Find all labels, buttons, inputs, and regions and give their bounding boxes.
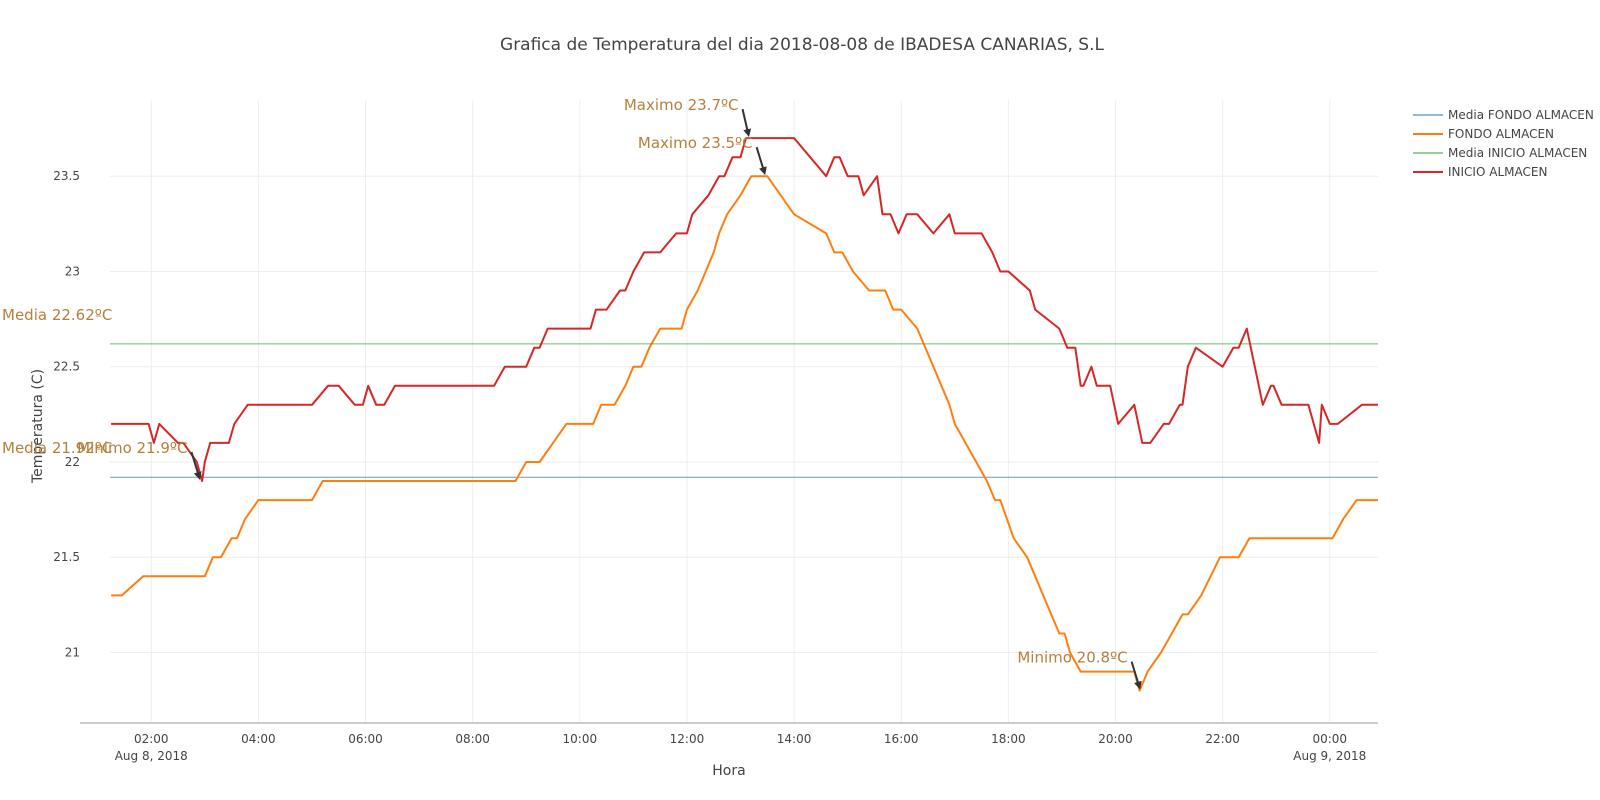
legend-item[interactable]: Media FONDO ALMACEN (1413, 108, 1594, 122)
y-tick-label: 22 (65, 455, 80, 469)
y-tick-label: 23.5 (53, 169, 80, 183)
y-tick-label: 21.5 (53, 550, 80, 564)
x-tick-label: 06:00 (348, 732, 383, 746)
legend-label: Media INICIO ALMACEN (1448, 146, 1587, 160)
annotation-label: Minimo 21.9ºC (77, 439, 187, 457)
annotation-arrow (741, 108, 752, 138)
y-tick-label: 23 (65, 264, 80, 278)
legend-label: INICIO ALMACEN (1448, 165, 1547, 179)
annotation-arrow (755, 146, 767, 176)
x-tick-label: 20:00 (1098, 732, 1133, 746)
x-tick-label: 18:00 (991, 732, 1026, 746)
x-tick-label: 14:00 (777, 732, 812, 746)
grid (110, 100, 1378, 723)
x-tick-sublabel: Aug 9, 2018 (1293, 749, 1366, 763)
annotation-label: Minimo 20.8ºC (1017, 649, 1127, 667)
x-tick-labels: 02:00 Aug 8, 2018 04:00 06:00 08:00 10:00 12:0… (115, 732, 1367, 763)
x-tick-label: 00:00 (1312, 732, 1347, 746)
annotation-label: Media 21.92ºC (2, 439, 112, 457)
legend-item[interactable]: Media INICIO ALMACEN (1413, 146, 1587, 160)
x-tick-label: 10:00 (563, 732, 598, 746)
legend-label: FONDO ALMACEN (1448, 127, 1554, 141)
x-tick-label: 16:00 (884, 732, 919, 746)
annotation-label: Maximo 23.7ºC (624, 96, 739, 114)
y-tick-label: 22.5 (53, 360, 80, 374)
annotation-label: Maximo 23.5ºC (638, 134, 753, 152)
y-tick-labels: 21 21.5 22 22.5 23 23.5 (53, 169, 80, 659)
legend-item[interactable]: INICIO ALMACEN (1413, 165, 1547, 179)
x-tick-label: 08:00 (455, 732, 490, 746)
chart-title: Grafica de Temperatura del dia 2018-08-0… (500, 35, 1104, 55)
x-tick-label: 04:00 (241, 732, 276, 746)
series-layer (110, 137, 1378, 692)
x-axis-title: Hora (712, 763, 745, 779)
legend[interactable]: Media FONDO ALMACEN FONDO ALMACEN Media IN… (1413, 108, 1594, 179)
series-line-fondo-almacen (111, 175, 1378, 692)
series-line-inicio-almacen (111, 137, 1378, 482)
legend-item[interactable]: FONDO ALMACEN (1413, 127, 1554, 141)
annotation-arrow (190, 451, 202, 480)
legend-label: Media FONDO ALMACEN (1448, 108, 1594, 122)
annotation-arrow (1130, 661, 1142, 690)
x-tick-sublabel: Aug 8, 2018 (115, 749, 188, 763)
annotation-label: Media 22.62ºC (2, 306, 112, 324)
y-axis-title: Temperatura (C) (30, 369, 46, 484)
x-tick-label: 02:00 (134, 732, 169, 746)
y-tick-label: 21 (65, 646, 80, 660)
x-tick-label: 12:00 (670, 732, 705, 746)
x-tick-label: 22:00 (1205, 732, 1240, 746)
